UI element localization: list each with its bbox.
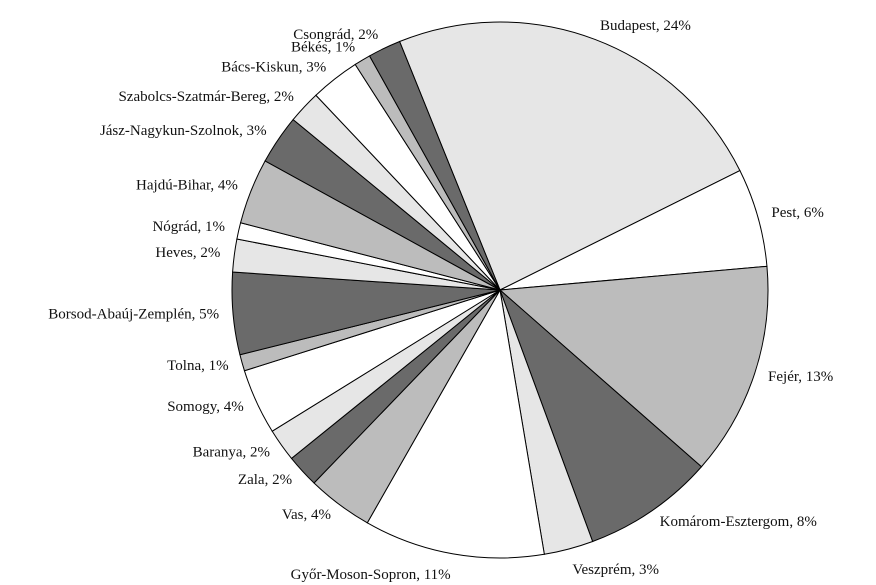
pie-slice <box>366 288 545 559</box>
slice-label: Békés, 1% <box>291 39 355 55</box>
slice-label: Somogy, 4% <box>167 399 244 415</box>
slice-label: Komárom-Esztergom, 8% <box>660 514 817 530</box>
slice-label: Csongrád, 2% <box>293 27 378 43</box>
slice-label: Jász-Nagykun-Szolnok, 3% <box>100 123 267 139</box>
slice-label: Budapest, 24% <box>600 18 691 34</box>
pie-slice <box>398 21 741 291</box>
pie-slice <box>499 289 703 543</box>
pie-slice <box>368 40 501 291</box>
slice-label: Hajdú-Bihar, 4% <box>136 177 238 193</box>
slice-label: Fejér, 13% <box>768 369 833 385</box>
slice-label: Vas, 4% <box>282 507 331 523</box>
slice-label: Borsod-Abaúj-Zemplén, 5% <box>48 306 219 322</box>
slice-label: Tolna, 1% <box>167 358 228 374</box>
slice-label: Pest, 6% <box>771 205 824 221</box>
slice-label: Veszprém, 3% <box>572 562 659 578</box>
pie-slice <box>498 265 769 468</box>
slice-label: Baranya, 2% <box>193 445 270 461</box>
slice-label: Győr-Moson-Sopron, 11% <box>291 567 451 583</box>
slice-label: Nógrád, 1% <box>152 219 224 235</box>
slice-label: Zala, 2% <box>238 472 292 488</box>
slice-label: Bács-Kiskun, 3% <box>221 59 326 75</box>
slice-label: Heves, 2% <box>155 245 220 261</box>
slice-label: Szabolcs-Szatmár-Bereg, 2% <box>118 89 293 105</box>
